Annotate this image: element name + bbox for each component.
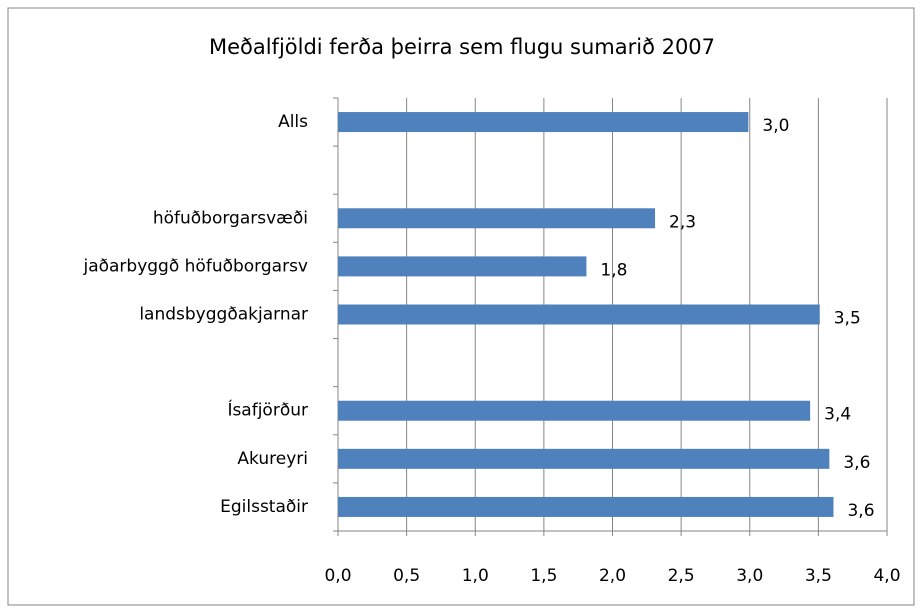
x-tick-label: 4,0: [873, 566, 900, 586]
value-label: 3,0: [762, 116, 789, 136]
x-tick-label: 2,0: [599, 566, 626, 586]
value-label: 3,5: [834, 309, 861, 329]
y-tick-label: Akureyri: [237, 449, 308, 469]
bar: [338, 400, 811, 421]
bar: [338, 208, 656, 229]
y-tick-label: landsbyggðakjarnar: [139, 305, 308, 325]
bar: [338, 304, 820, 325]
y-tick-label: Egilsstaðir: [220, 497, 308, 517]
y-tick-label: Ísafjörður: [227, 399, 308, 421]
x-tick-label: 0,0: [324, 566, 351, 586]
y-tick-label: Alls: [278, 112, 308, 132]
value-label: 3,6: [847, 501, 874, 521]
bar: [338, 448, 830, 469]
x-tick-label: 1,5: [530, 566, 557, 586]
x-tick-label: 3,0: [736, 566, 763, 586]
y-tick-label: jaðarbyggð höfuðborgarsv: [82, 256, 308, 276]
value-label: 3,6: [843, 453, 870, 473]
value-label: 3,4: [824, 405, 851, 425]
x-tick-label: 0,5: [393, 566, 420, 586]
x-tick-label: 3,5: [805, 566, 832, 586]
x-tick-label: 1,0: [462, 566, 489, 586]
bar: [338, 496, 834, 517]
value-label: 1,8: [600, 260, 627, 280]
x-tick-label: 2,5: [668, 566, 695, 586]
bar: [338, 112, 749, 133]
value-label: 2,3: [669, 212, 696, 232]
y-tick-label: höfuðborgarsvæði: [153, 208, 308, 228]
bar: [338, 256, 587, 277]
chart-title: Meðalfjöldi ferða þeirra sem flugu sumar…: [209, 35, 715, 59]
